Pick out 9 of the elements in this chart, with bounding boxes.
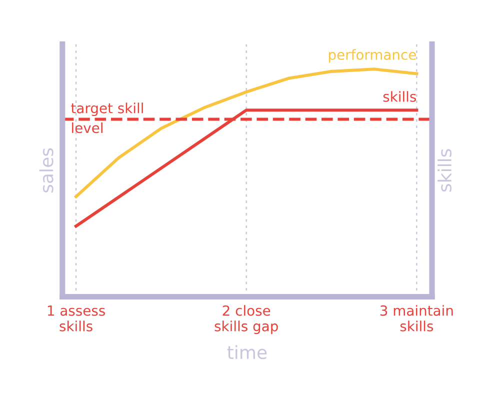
series-label: skills — [383, 91, 416, 102]
x-tick-label: 1 assess skills — [48, 306, 105, 332]
y2-axis-title: skills — [438, 149, 452, 192]
x-tick-label: 3 maintain skills — [380, 305, 453, 332]
series-label: performance — [328, 49, 416, 63]
x-tick-label: 2 close skills gap — [214, 305, 278, 334]
ref-line-label: target skill level — [71, 102, 143, 134]
y-axis-title: sales — [39, 148, 54, 192]
x-axis-title: time — [227, 345, 267, 360]
